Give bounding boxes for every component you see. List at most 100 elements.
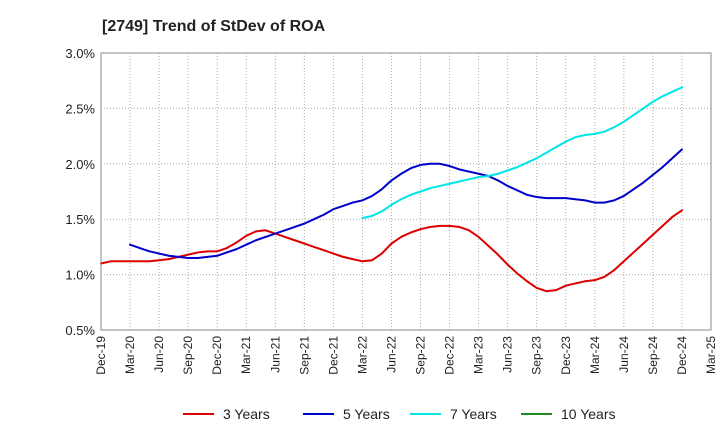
data-point-5-years xyxy=(477,172,480,175)
legend-item-7-years: 7 Years xyxy=(410,406,497,422)
data-point-5-years xyxy=(351,201,354,204)
x-tick-label: Sep-22 xyxy=(414,336,428,375)
x-tick-label: Jun-20 xyxy=(152,336,166,373)
x-tick-label: Mar-20 xyxy=(123,336,137,374)
data-point-7-years xyxy=(526,161,528,164)
data-point-3-years xyxy=(225,247,228,249)
x-tick-label: Mar-22 xyxy=(355,336,369,374)
data-point-3-years xyxy=(574,282,577,285)
x-tick-label: Dec-19 xyxy=(94,336,108,375)
data-point-5-years xyxy=(129,243,131,246)
data-point-5-years xyxy=(225,251,228,254)
data-point-5-years xyxy=(138,247,141,249)
data-point-3-years xyxy=(380,252,383,255)
data-point-3-years xyxy=(661,224,664,227)
data-point-3-years xyxy=(632,251,635,254)
data-point-3-years xyxy=(622,260,625,263)
data-point-5-years xyxy=(274,232,277,235)
x-tick-label: Mar-21 xyxy=(239,336,253,374)
data-point-3-years xyxy=(593,279,596,282)
data-point-5-years xyxy=(371,195,374,197)
data-point-5-years xyxy=(497,179,499,182)
data-point-3-years xyxy=(216,250,219,253)
data-point-5-years xyxy=(613,199,616,202)
data-point-5-years xyxy=(458,168,461,171)
data-point-3-years xyxy=(390,242,393,245)
x-tick-label: Dec-23 xyxy=(559,336,573,375)
data-point-3-years xyxy=(196,251,199,254)
data-point-3-years xyxy=(477,236,480,238)
data-point-3-years xyxy=(458,226,461,228)
data-point-3-years xyxy=(361,260,364,263)
series-line-7-years xyxy=(361,86,683,220)
data-point-3-years xyxy=(313,246,315,248)
data-point-5-years xyxy=(681,148,683,151)
chart-title: [2749] Trend of StDev of ROA xyxy=(102,18,326,35)
data-point-3-years xyxy=(129,260,131,263)
data-point-3-years xyxy=(526,280,528,283)
data-point-3-years xyxy=(148,260,151,263)
data-point-7-years xyxy=(468,178,470,181)
data-point-7-years xyxy=(584,134,587,136)
data-point-3-years xyxy=(671,216,674,218)
data-point-3-years xyxy=(487,244,490,247)
data-point-3-years xyxy=(264,229,267,232)
data-point-7-years xyxy=(545,151,548,154)
data-point-3-years xyxy=(409,231,412,234)
data-point-7-years xyxy=(429,187,432,190)
data-point-3-years xyxy=(284,236,286,238)
data-point-3-years xyxy=(342,255,344,258)
y-axis-ticks: 0.5% 1.0% 1.5% 2.0% 2.5% 3.0% xyxy=(65,46,95,338)
legend-item-10-years: 10 Years xyxy=(521,406,616,422)
data-point-5-years xyxy=(468,170,470,173)
data-point-7-years xyxy=(574,136,577,139)
data-point-5-years xyxy=(661,166,664,169)
x-tick-label: Sep-21 xyxy=(297,336,311,375)
data-point-5-years xyxy=(245,243,248,246)
x-axis-ticks: Dec-19 Mar-20 Jun-20 Sep-20 Dec-20 Mar-21 Jun-… xyxy=(94,336,718,375)
y-tick-label: 1.5% xyxy=(65,212,95,227)
data-point-3-years xyxy=(506,263,509,266)
data-point-5-years xyxy=(603,201,606,204)
data-point-3-years xyxy=(322,249,325,252)
legend-label: 3 Years xyxy=(223,406,270,422)
data-point-5-years xyxy=(361,199,364,202)
data-point-3-years xyxy=(371,259,374,262)
data-point-5-years xyxy=(409,167,412,170)
data-point-3-years xyxy=(235,241,238,244)
data-point-5-years xyxy=(158,252,161,255)
data-point-5-years xyxy=(593,201,596,204)
x-tick-label: Sep-20 xyxy=(181,336,195,375)
data-point-7-years xyxy=(535,157,538,160)
data-point-5-years xyxy=(293,226,296,228)
data-point-3-years xyxy=(497,253,499,256)
data-point-7-years xyxy=(487,175,490,177)
data-point-5-years xyxy=(574,198,577,201)
data-point-7-years xyxy=(497,172,499,175)
x-tick-label: Dec-22 xyxy=(443,336,457,375)
data-point-3-years xyxy=(468,229,470,232)
data-point-7-years xyxy=(642,107,645,110)
data-point-5-years xyxy=(303,222,306,225)
legend-item-5-years: 5 Years xyxy=(303,406,390,422)
data-point-3-years xyxy=(516,272,519,275)
data-point-3-years xyxy=(400,236,403,238)
data-point-5-years xyxy=(400,172,403,175)
legend: 3 Years 5 Years 7 Years 10 Years xyxy=(183,406,616,422)
data-point-3-years xyxy=(419,228,422,231)
data-point-5-years xyxy=(380,188,383,191)
data-point-5-years xyxy=(535,196,538,198)
grid xyxy=(100,52,712,331)
data-point-5-years xyxy=(196,257,199,259)
data-point-5-years xyxy=(332,208,335,211)
plot-area xyxy=(101,53,711,330)
data-point-3-years xyxy=(332,252,335,255)
series-line-5-years xyxy=(129,148,683,259)
data-point-7-years xyxy=(409,193,412,196)
x-tick-label: Jun-24 xyxy=(617,336,631,373)
data-point-3-years xyxy=(535,287,538,289)
x-tick-label: Sep-23 xyxy=(530,336,544,375)
x-tick-label: Mar-25 xyxy=(704,336,718,374)
data-point-7-years xyxy=(671,90,674,93)
